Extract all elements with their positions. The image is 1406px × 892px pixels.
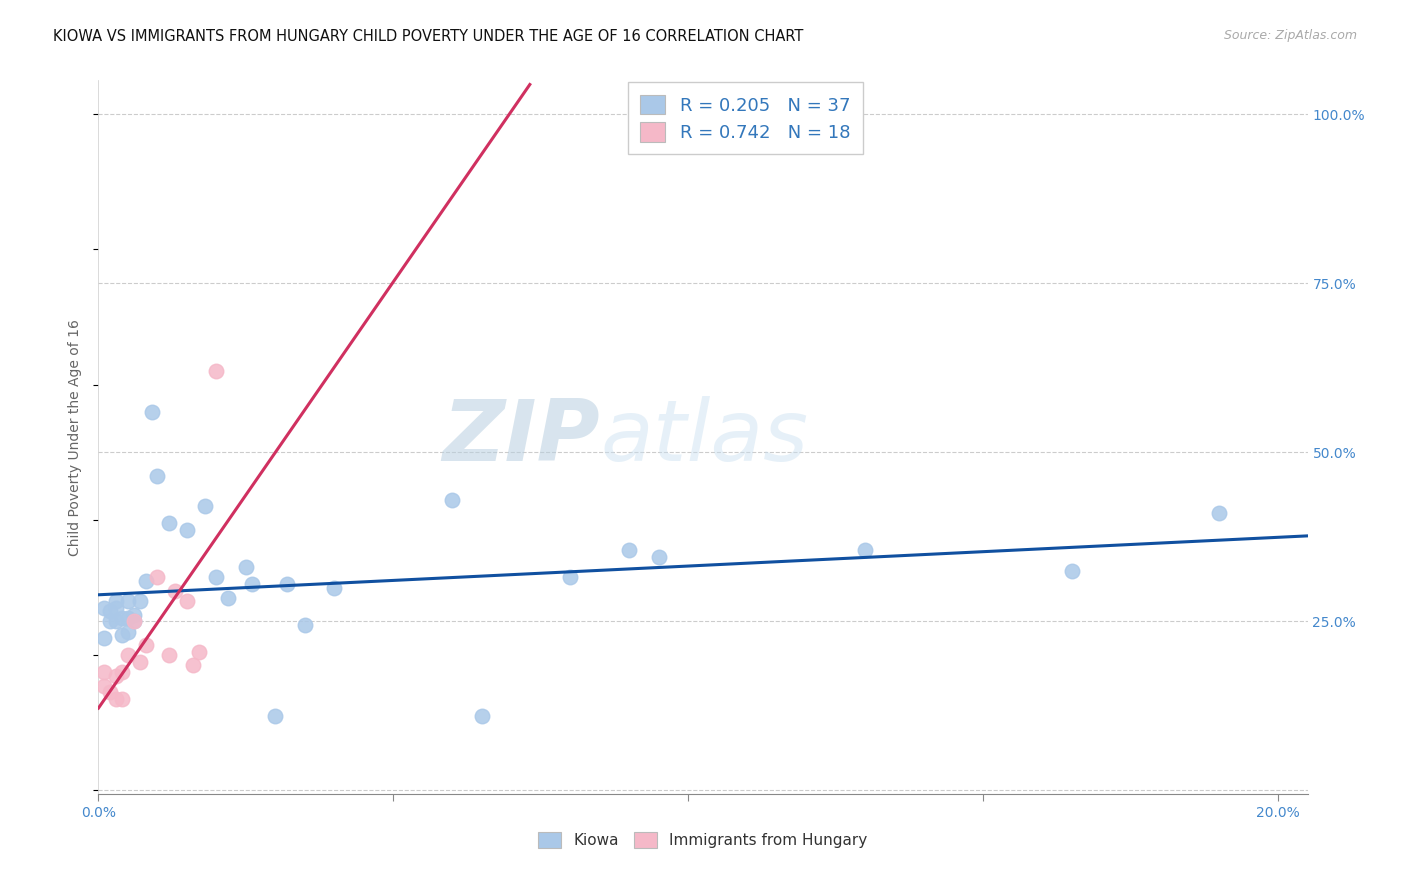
Point	[141, 405, 163, 419]
Point	[648, 550, 671, 565]
Point	[294, 617, 316, 632]
Point	[105, 615, 128, 629]
Point	[111, 665, 134, 680]
Point	[111, 611, 134, 625]
Point	[122, 615, 145, 629]
Point	[105, 594, 128, 608]
Point	[105, 668, 128, 682]
Point	[157, 648, 180, 663]
Point	[560, 570, 582, 584]
Point	[1208, 506, 1230, 520]
Point	[853, 543, 876, 558]
Text: atlas: atlas	[600, 395, 808, 479]
Point	[194, 500, 217, 514]
Point	[122, 607, 145, 622]
Point	[165, 584, 187, 599]
Point	[117, 648, 139, 663]
Legend: Kiowa, Immigrants from Hungary: Kiowa, Immigrants from Hungary	[533, 826, 873, 854]
Y-axis label: Child Poverty Under the Age of 16: Child Poverty Under the Age of 16	[69, 318, 83, 556]
Point	[128, 655, 150, 669]
Point	[111, 692, 134, 706]
Text: KIOWA VS IMMIGRANTS FROM HUNGARY CHILD POVERTY UNDER THE AGE OF 16 CORRELATION C: KIOWA VS IMMIGRANTS FROM HUNGARY CHILD P…	[53, 29, 804, 44]
Point	[93, 665, 115, 680]
Point	[117, 624, 139, 639]
Point	[205, 364, 228, 378]
Point	[98, 604, 121, 618]
Point	[187, 645, 209, 659]
Point	[117, 611, 139, 625]
Point	[619, 543, 641, 558]
Point	[146, 469, 169, 483]
Point	[98, 615, 121, 629]
Point	[235, 560, 257, 574]
Point	[105, 600, 128, 615]
Point	[157, 516, 180, 531]
Point	[217, 591, 239, 605]
Point	[441, 492, 464, 507]
Point	[323, 581, 346, 595]
Point	[135, 638, 157, 652]
Point	[128, 594, 150, 608]
Point	[93, 632, 115, 646]
Point	[122, 615, 145, 629]
Text: Source: ZipAtlas.com: Source: ZipAtlas.com	[1223, 29, 1357, 42]
Point	[264, 709, 287, 723]
Point	[117, 594, 139, 608]
Point	[146, 570, 169, 584]
Point	[181, 658, 204, 673]
Point	[240, 577, 263, 591]
Point	[105, 692, 128, 706]
Point	[135, 574, 157, 588]
Point	[471, 709, 494, 723]
Point	[93, 679, 115, 693]
Point	[1060, 564, 1083, 578]
Point	[98, 685, 121, 699]
Point	[176, 594, 198, 608]
Point	[276, 577, 298, 591]
Point	[93, 600, 115, 615]
Point	[176, 523, 198, 537]
Point	[111, 628, 134, 642]
Text: ZIP: ZIP	[443, 395, 600, 479]
Point	[205, 570, 228, 584]
